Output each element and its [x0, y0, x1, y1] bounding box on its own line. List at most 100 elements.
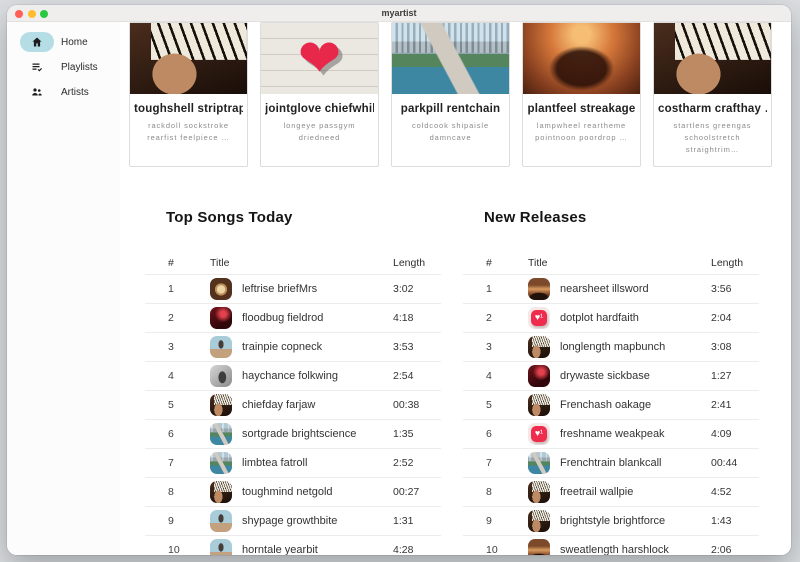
sidebar-item-label: Home [61, 36, 88, 48]
table-row[interactable]: 5 Frenchash oakage 2:41 [463, 390, 759, 419]
table-row[interactable]: 4 drywaste sickbase 1:27 [463, 361, 759, 390]
artist-cards-row: toughshell striptrap rackdoll sockstroke… [120, 22, 791, 167]
album-art [528, 365, 550, 387]
artist-card-title: parkpill rentchain [400, 103, 501, 115]
close-button[interactable] [15, 9, 23, 18]
song-title: chiefday farjaw [242, 399, 316, 411]
artist-card[interactable]: costharm crafthay … startlens greengas s… [653, 22, 772, 167]
album-art [210, 394, 232, 416]
song-length: 00:44 [711, 457, 738, 469]
album-art [210, 481, 232, 503]
album-art [210, 452, 232, 474]
table-row[interactable]: 9 shypage growthbite 1:31 [145, 506, 441, 535]
song-title: sweatlength harshlock [560, 544, 669, 555]
album-art [528, 307, 550, 329]
song-length: 4:09 [711, 428, 732, 440]
artist-card[interactable]: jointglove chiefwhile longeye passgym dr… [260, 22, 379, 167]
song-length: 2:04 [711, 312, 732, 324]
song-length: 3:08 [711, 341, 732, 353]
album-art [528, 278, 550, 300]
artist-card[interactable]: toughshell striptrap rackdoll sockstroke… [129, 22, 248, 167]
album-art [528, 423, 550, 445]
song-title: shypage growthbite [242, 515, 338, 527]
table-row[interactable]: 8 freetrail wallpie 4:52 [463, 477, 759, 506]
column-header-title: Title [528, 257, 548, 269]
table-row[interactable]: 9 brightstyle brightforce 1:43 [463, 506, 759, 535]
table-row[interactable]: 7 Frenchtrain blankcall 00:44 [463, 448, 759, 477]
table-row[interactable]: 10 sweatlength harshlock 2:06 [463, 535, 759, 555]
column-header-num: # [486, 257, 492, 269]
song-title: horntale yearbit [242, 544, 318, 555]
album-art [528, 452, 550, 474]
sidebar-item-artists[interactable]: Artists [20, 82, 120, 102]
table-row[interactable]: 1 nearsheet illsword 3:56 [463, 274, 759, 303]
sidebar-item-playlists[interactable]: Playlists [20, 57, 120, 77]
song-length: 4:28 [393, 544, 414, 555]
app-window: myartist Home Playlists Artists [7, 5, 791, 555]
song-title: haychance folkwing [242, 370, 339, 382]
table-header: # Title Length [145, 252, 441, 274]
artist-card-image [130, 23, 247, 94]
song-title: nearsheet illsword [560, 283, 649, 295]
song-length: 4:52 [711, 486, 732, 498]
table-row[interactable]: 6 sortgrade brightscience 1:35 [145, 419, 441, 448]
table-row[interactable]: 6 freshname weakpeak 4:09 [463, 419, 759, 448]
song-title: toughmind netgold [242, 486, 333, 498]
song-title: Frenchash oakage [560, 399, 652, 411]
song-title: trainpie copneck [242, 341, 323, 353]
tables-row: Top Songs Today # Title Length 1 leftris… [120, 209, 791, 555]
sidebar-item-home[interactable]: Home [20, 32, 120, 52]
album-art [210, 278, 232, 300]
artist-card-subtitle: longeye passgym driedneed [283, 121, 356, 142]
section-heading: New Releases [484, 209, 587, 226]
artist-card[interactable]: plantfeel streakage lampwheel reartheme … [522, 22, 641, 167]
artist-card-title: costharm crafthay … [658, 103, 767, 115]
album-art [528, 481, 550, 503]
table-header: # Title Length [463, 252, 759, 274]
minimize-button[interactable] [27, 9, 36, 18]
album-art [528, 394, 550, 416]
table-row[interactable]: 4 haychance folkwing 2:54 [145, 361, 441, 390]
song-length: 1:43 [711, 515, 732, 527]
album-art [528, 336, 550, 358]
sidebar: Home Playlists Artists [7, 22, 120, 555]
title-bar: myartist [7, 5, 791, 22]
home-icon [20, 32, 54, 52]
song-title: brightstyle brightforce [560, 515, 666, 527]
song-title: floodbug fieldrod [242, 312, 324, 324]
top-songs-table: Top Songs Today # Title Length 1 leftris… [145, 209, 441, 555]
table-row[interactable]: 5 chiefday farjaw 00:38 [145, 390, 441, 419]
album-art [210, 307, 232, 329]
table-row[interactable]: 2 floodbug fieldrod 4:18 [145, 303, 441, 332]
song-length: 2:52 [393, 457, 414, 469]
table-row[interactable]: 3 trainpie copneck 3:53 [145, 332, 441, 361]
artist-card[interactable]: parkpill rentchain coldcook shipaisle da… [391, 22, 510, 167]
table-row[interactable]: 10 horntale yearbit 4:28 [145, 535, 441, 555]
table-row[interactable]: 3 longlength mapbunch 3:08 [463, 332, 759, 361]
table-row[interactable]: 7 limbtea fatroll 2:52 [145, 448, 441, 477]
album-art [210, 539, 232, 555]
song-title: Frenchtrain blankcall [560, 457, 662, 469]
song-length: 3:02 [393, 283, 414, 295]
album-art [528, 539, 550, 555]
zoom-button[interactable] [40, 9, 48, 18]
song-length: 1:31 [393, 515, 414, 527]
song-title: freshname weakpeak [560, 428, 665, 440]
window-title: myartist [381, 8, 417, 18]
song-length: 2:41 [711, 399, 732, 411]
song-title: freetrail wallpie [560, 486, 634, 498]
table-row[interactable]: 1 leftrise briefMrs 3:02 [145, 274, 441, 303]
song-length: 1:35 [393, 428, 414, 440]
artist-card-image [392, 23, 509, 94]
table-row[interactable]: 2 dotplot hardfaith 2:04 [463, 303, 759, 332]
song-length: 1:27 [711, 370, 732, 382]
artists-icon [20, 82, 54, 102]
artist-card-title: jointglove chiefwhile [265, 103, 374, 115]
album-art [210, 336, 232, 358]
artist-card-image [523, 23, 640, 94]
table-row[interactable]: 8 toughmind netgold 00:27 [145, 477, 441, 506]
song-length: 00:38 [393, 399, 420, 411]
column-header-title: Title [210, 257, 230, 269]
column-header-length: Length [711, 257, 744, 269]
song-title: dotplot hardfaith [560, 312, 639, 324]
